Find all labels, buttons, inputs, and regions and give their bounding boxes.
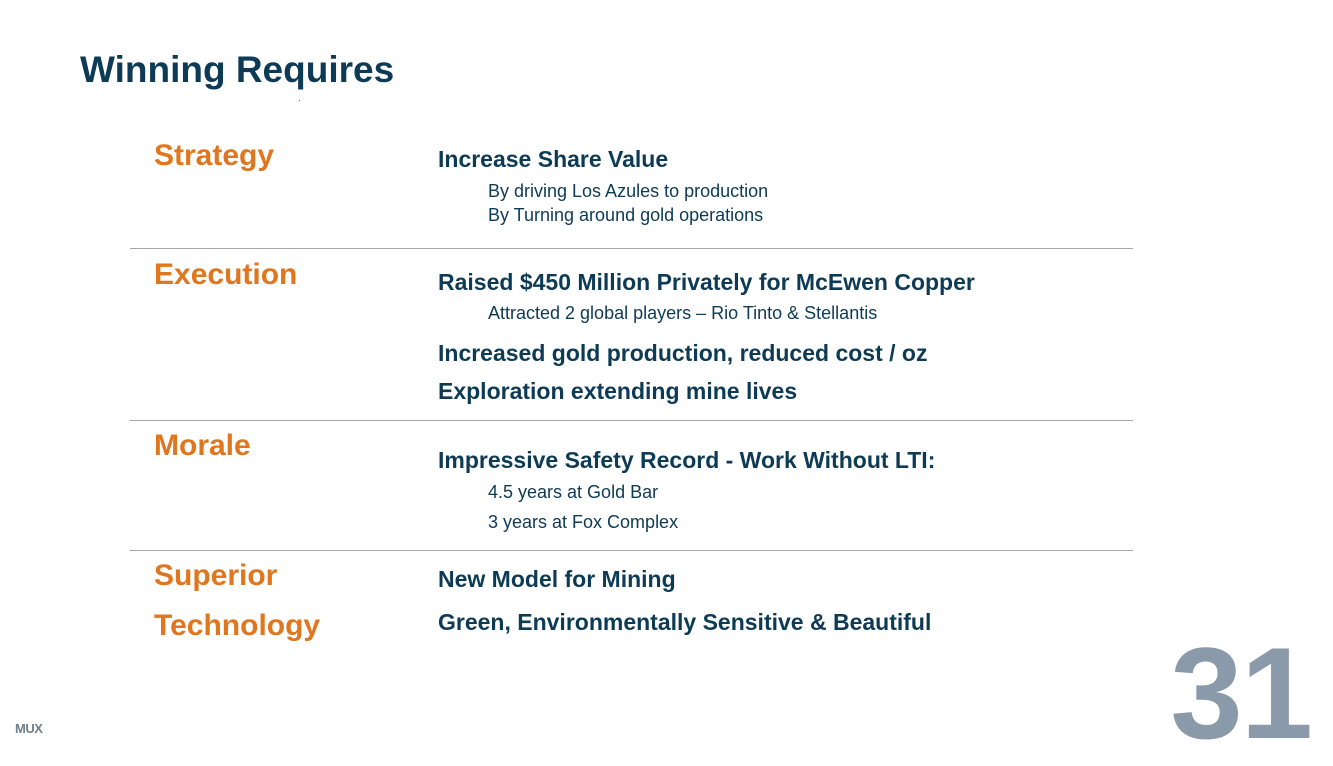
execution-heading: Raised $450 Million Privately for McEwen… — [438, 269, 975, 295]
morale-point-1: 4.5 years at Gold Bar — [488, 482, 659, 502]
execution-heading-3: Exploration extending mine lives — [438, 378, 798, 404]
category-morale: Morale — [154, 429, 251, 462]
technology-heading-2: Green, Environmentally Sensitive & Beaut… — [438, 609, 932, 635]
slide-title: Winning Requires — [80, 49, 395, 90]
section-divider — [130, 248, 1133, 249]
execution-heading-2: Increased gold production, reduced cost … — [438, 340, 928, 366]
strategy-heading: Increase Share Value — [438, 146, 669, 172]
section-divider — [130, 550, 1133, 551]
section-divider — [130, 420, 1133, 421]
company-logo: MUX — [15, 721, 43, 736]
morale-heading: Impressive Safety Record - Work Without … — [438, 447, 936, 473]
page-number: 31 — [1170, 620, 1313, 766]
strategy-point-1: By driving Los Azules to production — [488, 181, 769, 201]
technology-heading: New Model for Mining — [438, 566, 676, 592]
category-technology: Technology — [154, 609, 321, 642]
category-superior: Superior — [154, 559, 278, 592]
category-execution: Execution — [154, 258, 298, 291]
strategy-point-2: By Turning around gold operations — [488, 205, 764, 225]
execution-point: Attracted 2 global players – Rio Tinto &… — [488, 303, 878, 323]
category-strategy: Strategy — [154, 139, 275, 172]
decorative-dot — [299, 100, 300, 101]
morale-point-2: 3 years at Fox Complex — [488, 512, 679, 532]
